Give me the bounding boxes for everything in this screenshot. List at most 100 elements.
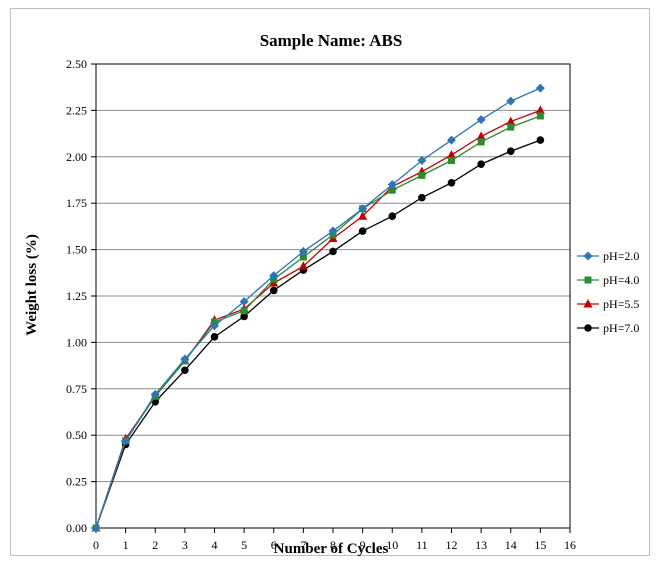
x-tick-label: 3 [182, 538, 188, 552]
x-tick-label: 9 [360, 538, 366, 552]
series-group [91, 83, 545, 533]
data-point [298, 246, 308, 256]
data-point [476, 131, 486, 140]
x-tick-label: 7 [300, 538, 306, 552]
legend-item: pH=4.0 [577, 273, 639, 287]
legend-label: pH=7.0 [603, 321, 639, 335]
data-point [388, 212, 397, 220]
y-tick-label: 0.00 [66, 521, 87, 535]
data-point [418, 193, 426, 202]
data-point [299, 253, 307, 261]
data-point [358, 204, 368, 214]
data-point [210, 321, 219, 331]
series-pH=4.0 [92, 112, 544, 532]
x-axis-label: Number of Cycles [274, 541, 389, 557]
data-point [328, 226, 338, 236]
data-point [298, 261, 308, 270]
data-point [507, 123, 515, 131]
data-point [447, 178, 456, 187]
x-tick-label: 4 [212, 538, 218, 552]
data-point [121, 436, 131, 446]
legend-marker [583, 299, 593, 308]
x-tick-label: 11 [416, 538, 428, 552]
legend-label: pH=2.0 [603, 249, 639, 263]
series-pH=2.0 [91, 83, 545, 533]
series-line [95, 87, 541, 529]
data-point [329, 247, 337, 256]
x-tick-label: 12 [446, 538, 458, 552]
data-point [240, 307, 248, 315]
data-point [388, 186, 396, 194]
x-tick-label: 15 [534, 538, 546, 552]
data-point [477, 138, 485, 146]
legend-label: pH=5.5 [603, 297, 639, 311]
y-tick-label: 1.00 [66, 335, 87, 349]
data-point [476, 115, 486, 125]
data-point [269, 271, 279, 281]
x-tick-label: 13 [475, 538, 487, 552]
data-point [535, 105, 545, 114]
x-tick-label: 0 [93, 538, 99, 552]
series-line [95, 115, 541, 529]
data-point [506, 116, 516, 126]
y-tick-label: 1.75 [66, 196, 87, 210]
data-point [418, 171, 426, 179]
data-point [535, 83, 545, 93]
y-tick-label: 1.25 [66, 289, 87, 303]
legend-item: pH=7.0 [577, 321, 639, 335]
legend: pH=2.0 pH=4.0 pH=5.5 pH=7.0 [577, 249, 639, 335]
data-point [536, 112, 544, 120]
legend-marker [584, 276, 592, 284]
legend-item: pH=2.0 [577, 249, 639, 263]
x-tick-label: 5 [241, 538, 247, 552]
series-line [95, 109, 541, 529]
data-point [240, 312, 248, 321]
data-point [269, 286, 278, 295]
data-point [358, 227, 367, 235]
data-point [180, 354, 190, 364]
axes [91, 63, 571, 533]
data-point [448, 157, 455, 165]
legend-marker [584, 324, 592, 332]
series-pH=5.5 [91, 105, 545, 532]
y-tick-label: 2.25 [66, 103, 87, 117]
y-tick-label: 0.50 [66, 428, 87, 442]
data-point [239, 297, 249, 307]
data-point [447, 135, 456, 145]
x-tick-label: 6 [271, 538, 277, 552]
chart-title: Sample Name: ABS [260, 31, 403, 50]
y-tick-label: 0.25 [66, 475, 87, 489]
y-tick-label: 2.00 [66, 150, 87, 164]
series-pH=7.0 [92, 136, 545, 532]
legend-item: pH=5.5 [577, 297, 639, 311]
data-point [477, 160, 485, 169]
y-tick-label: 2.50 [66, 57, 87, 71]
y-tick-labels: 0.00 0.25 0.50 0.75 1.00 1.25 1.50 1.75 2.00 2.25… [66, 57, 87, 535]
data-point [417, 156, 427, 166]
data-point [536, 136, 545, 144]
y-axis-label: Weight loss (%) [24, 234, 40, 336]
x-tick-labels: 0 1 2 3 4 5 6 7 8 9 10 11 12 13 14 15 16 [93, 538, 576, 552]
x-tick-label: 14 [505, 538, 517, 552]
data-point [447, 149, 456, 159]
legend-marker [583, 251, 593, 261]
data-point [150, 389, 160, 399]
y-tick-label: 0.75 [66, 382, 87, 396]
data-point [506, 96, 516, 106]
data-point [91, 523, 101, 533]
x-tick-label: 8 [330, 538, 336, 552]
data-point [387, 180, 397, 190]
x-tick-label: 1 [123, 538, 129, 552]
data-point [210, 333, 219, 341]
data-point [506, 147, 515, 156]
grid-lines [96, 63, 570, 483]
x-tick-label: 10 [386, 538, 398, 552]
x-tick-label: 2 [152, 538, 158, 552]
data-point [181, 366, 189, 375]
series-line [95, 139, 541, 529]
legend-label: pH=4.0 [603, 273, 639, 287]
x-tick-label: 16 [564, 538, 576, 552]
y-tick-label: 1.50 [66, 243, 87, 257]
data-point [358, 211, 368, 220]
